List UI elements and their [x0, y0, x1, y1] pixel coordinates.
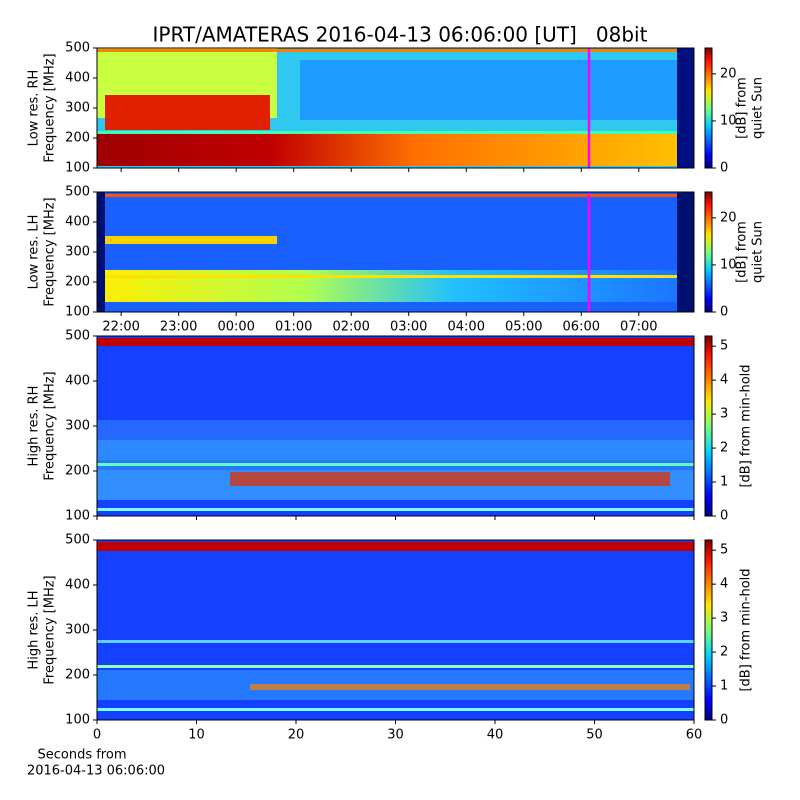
colorbar: [704, 47, 713, 169]
y-tick-label: 100: [65, 713, 90, 728]
x-tick-label: 22:00: [102, 320, 139, 335]
y-tick-label: 100: [65, 305, 90, 320]
y-tick-label: 500: [65, 533, 90, 548]
spectrogram: [97, 540, 694, 720]
colorbar-tick-label: 20: [720, 66, 737, 81]
colorbar-tick-label: 0: [720, 713, 728, 728]
y-tick-label: 500: [65, 41, 90, 56]
colorbar-label: [dB] from min-hold: [739, 364, 754, 487]
y-tick-label: 100: [65, 509, 90, 524]
x-tick-label: 07:00: [620, 320, 657, 335]
x-tick-label: 50: [586, 728, 603, 743]
x-tick-label: 03:00: [390, 320, 427, 335]
colorbar-tick-label: 0: [720, 161, 728, 176]
colorbar-tick-label: 0: [720, 509, 728, 524]
colorbar-label: [dB] from: [735, 77, 750, 139]
x-tick-label: 06:00: [563, 320, 600, 335]
colorbar-tick-label: 3: [720, 407, 728, 422]
x-tick-label: 40: [487, 728, 504, 743]
spectrogram: [97, 192, 694, 312]
y-tick-label: 300: [65, 419, 90, 434]
y-axis-label: High res. LH: [27, 590, 42, 669]
colorbar-tick-label: 5: [720, 543, 728, 558]
colorbar-label: [dB] from min-hold: [739, 568, 754, 691]
y-tick-label: 400: [65, 374, 90, 389]
x-tick-label: 20: [288, 728, 305, 743]
y-tick-label: 300: [65, 245, 90, 260]
colorbar-tick-label: 4: [720, 373, 728, 388]
x-tick-label: 00:00: [217, 320, 254, 335]
y-axis-label: High res. RH: [27, 386, 42, 467]
colorbar-label: quiet Sun: [751, 221, 766, 283]
y-tick-label: 400: [65, 71, 90, 86]
colorbar-tick-label: 20: [720, 210, 737, 225]
y-tick-label: 500: [65, 329, 90, 344]
colorbar-tick-label: 4: [720, 577, 728, 592]
y-tick-label: 500: [65, 185, 90, 200]
y-axis-label: Frequency [MHz]: [43, 197, 58, 306]
y-tick-label: 200: [65, 464, 90, 479]
y-tick-label: 400: [65, 578, 90, 593]
colorbar-label: quiet Sun: [751, 77, 766, 139]
colorbar-tick-label: 1: [720, 475, 728, 490]
colorbar: [704, 191, 713, 313]
colorbar-tick-label: 1: [720, 679, 728, 694]
colorbar-tick-label: 3: [720, 611, 728, 626]
spectrogram: [97, 48, 694, 168]
colorbar-label: [dB] from: [735, 221, 750, 283]
x-tick-label: 10: [188, 728, 205, 743]
y-axis-label: Frequency [MHz]: [43, 53, 58, 162]
colorbar: [704, 335, 713, 517]
colorbar-tick-label: 2: [720, 441, 728, 456]
x-axis-label: 2016-04-13 06:06:00: [27, 764, 165, 779]
y-tick-label: 200: [65, 275, 90, 290]
y-tick-label: 300: [65, 101, 90, 116]
y-tick-label: 400: [65, 215, 90, 230]
colorbar-tick-label: 2: [720, 645, 728, 660]
colorbar-tick-label: 5: [720, 339, 728, 354]
colorbar-tick-label: 10: [720, 113, 737, 128]
y-axis-label: Frequency [MHz]: [43, 575, 58, 684]
spectrogram: [97, 336, 694, 516]
x-tick-label: 05:00: [505, 320, 542, 335]
x-tick-label: 02:00: [332, 320, 369, 335]
colorbar: [704, 539, 713, 721]
x-tick-label: 0: [93, 728, 101, 743]
y-tick-label: 300: [65, 623, 90, 638]
y-tick-label: 200: [65, 131, 90, 146]
x-tick-label: 23:00: [160, 320, 197, 335]
colorbar-tick-label: 0: [720, 305, 728, 320]
chart-title: IPRT/AMATERAS 2016-04-13 06:06:00 [UT] 0…: [153, 23, 648, 47]
x-axis-label: Seconds from: [37, 748, 126, 763]
y-axis-label: Low res. RH: [27, 70, 42, 147]
y-axis-label: Frequency [MHz]: [43, 371, 58, 480]
colorbar-tick-label: 10: [720, 257, 737, 272]
x-tick-label: 30: [387, 728, 404, 743]
x-tick-label: 01:00: [275, 320, 312, 335]
y-axis-label: Low res. LH: [27, 215, 42, 290]
y-tick-label: 100: [65, 161, 90, 176]
x-tick-label: 60: [686, 728, 703, 743]
y-tick-label: 200: [65, 668, 90, 683]
x-tick-label: 04:00: [448, 320, 485, 335]
